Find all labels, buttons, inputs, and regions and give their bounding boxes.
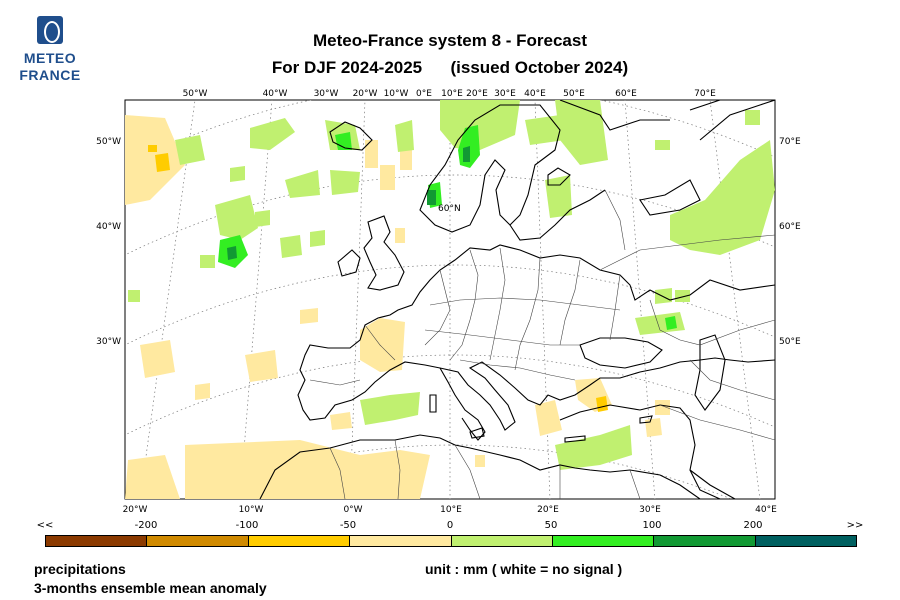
top-lon-label: 30°E <box>494 89 516 99</box>
bottom-lon-label: 40°E <box>755 505 777 515</box>
precipitation-anomaly-map: 50°W 40°W 30°W 20°W 10°W 0°E 10°E 20°E 3… <box>96 89 801 515</box>
colorbar-tick: -100 <box>235 520 259 531</box>
right-lat-label: 70°E <box>779 137 801 147</box>
colorbar-segment <box>551 536 654 546</box>
left-lat-label: 50°W <box>96 137 121 147</box>
colorbar-right-arrow: >> <box>846 520 864 531</box>
logo-text-line2: FRANCE <box>19 67 81 83</box>
left-lat-label: 30°W <box>96 337 121 347</box>
right-lat-label: 60°E <box>779 222 801 232</box>
left-latitude-labels: 50°W 40°W 30°W <box>96 137 121 347</box>
colorbar-tick: -50 <box>339 520 357 531</box>
colorbar-segment <box>754 536 856 546</box>
colorbar-segment <box>146 536 248 546</box>
meteo-france-logo: METEO FRANCE <box>14 16 86 86</box>
colorbar-segment <box>247 536 350 546</box>
colorbar-tick: 0 <box>446 520 454 531</box>
colorbar-tick: -200 <box>134 520 158 531</box>
top-lon-label: 10°E <box>441 89 463 99</box>
colorbar-segment <box>46 536 147 546</box>
top-lon-label: 10°W <box>384 89 409 99</box>
bottom-lon-label: 0°W <box>343 505 362 515</box>
colorbar-left-arrow: << <box>36 520 54 531</box>
top-lon-label: 70°E <box>694 89 716 99</box>
bottom-lon-label: 20°W <box>123 505 148 515</box>
variable-label: precipitations <box>34 561 126 577</box>
logo-text-line1: METEO <box>23 50 77 66</box>
top-lon-label: 30°W <box>314 89 339 99</box>
inner-latitude-label: 60°N <box>438 204 461 214</box>
colorbar-tick: 50 <box>544 520 558 531</box>
right-latitude-labels: 70°E 60°E 50°E <box>779 137 801 347</box>
top-lon-label: 0°E <box>416 89 432 99</box>
bottom-lon-label: 10°W <box>239 505 264 515</box>
meteo-france-emblem-icon <box>37 16 63 44</box>
colorbar-tick: 200 <box>743 520 763 531</box>
top-lon-label: 50°W <box>183 89 208 99</box>
colorbar-segment <box>653 536 755 546</box>
top-lon-label: 20°E <box>466 89 488 99</box>
bottom-lon-label: 30°E <box>639 505 661 515</box>
forecast-period: For DJF 2024-2025 <box>271 58 423 77</box>
bottom-longitude-labels: 20°W 10°W 0°W 10°E 20°E 30°E 40°E <box>123 505 778 515</box>
issue-date: (issued October 2024) <box>450 58 629 77</box>
unit-label: unit : mm ( white = no signal ) <box>425 561 623 577</box>
map-layers <box>125 100 775 499</box>
coastlines <box>125 100 775 499</box>
precipitation-colorbar <box>45 535 857 547</box>
anomaly-patches <box>125 100 775 499</box>
colorbar-tick: 100 <box>642 520 662 531</box>
bottom-lon-label: 10°E <box>440 505 462 515</box>
map-title-line1: Meteo-France system 8 - Forecast <box>313 31 587 50</box>
top-lon-label: 20°W <box>353 89 378 99</box>
left-lat-label: 40°W <box>96 222 121 232</box>
description-label: 3-months ensemble mean anomaly <box>34 580 267 596</box>
map-title-line2: For DJF 2024-2025 (issued October 2024) <box>0 58 900 78</box>
bottom-lon-label: 20°E <box>537 505 559 515</box>
top-lon-label: 60°E <box>615 89 637 99</box>
colorbar-segment <box>349 536 451 546</box>
top-lon-label: 50°E <box>563 89 585 99</box>
right-lat-label: 50°E <box>779 337 801 347</box>
colorbar-segment <box>450 536 552 546</box>
top-lon-label: 40°E <box>524 89 546 99</box>
top-lon-label: 40°W <box>263 89 288 99</box>
country-borders <box>309 189 775 499</box>
top-longitude-labels: 50°W 40°W 30°W 20°W 10°W 0°E 10°E 20°E 3… <box>183 89 717 99</box>
